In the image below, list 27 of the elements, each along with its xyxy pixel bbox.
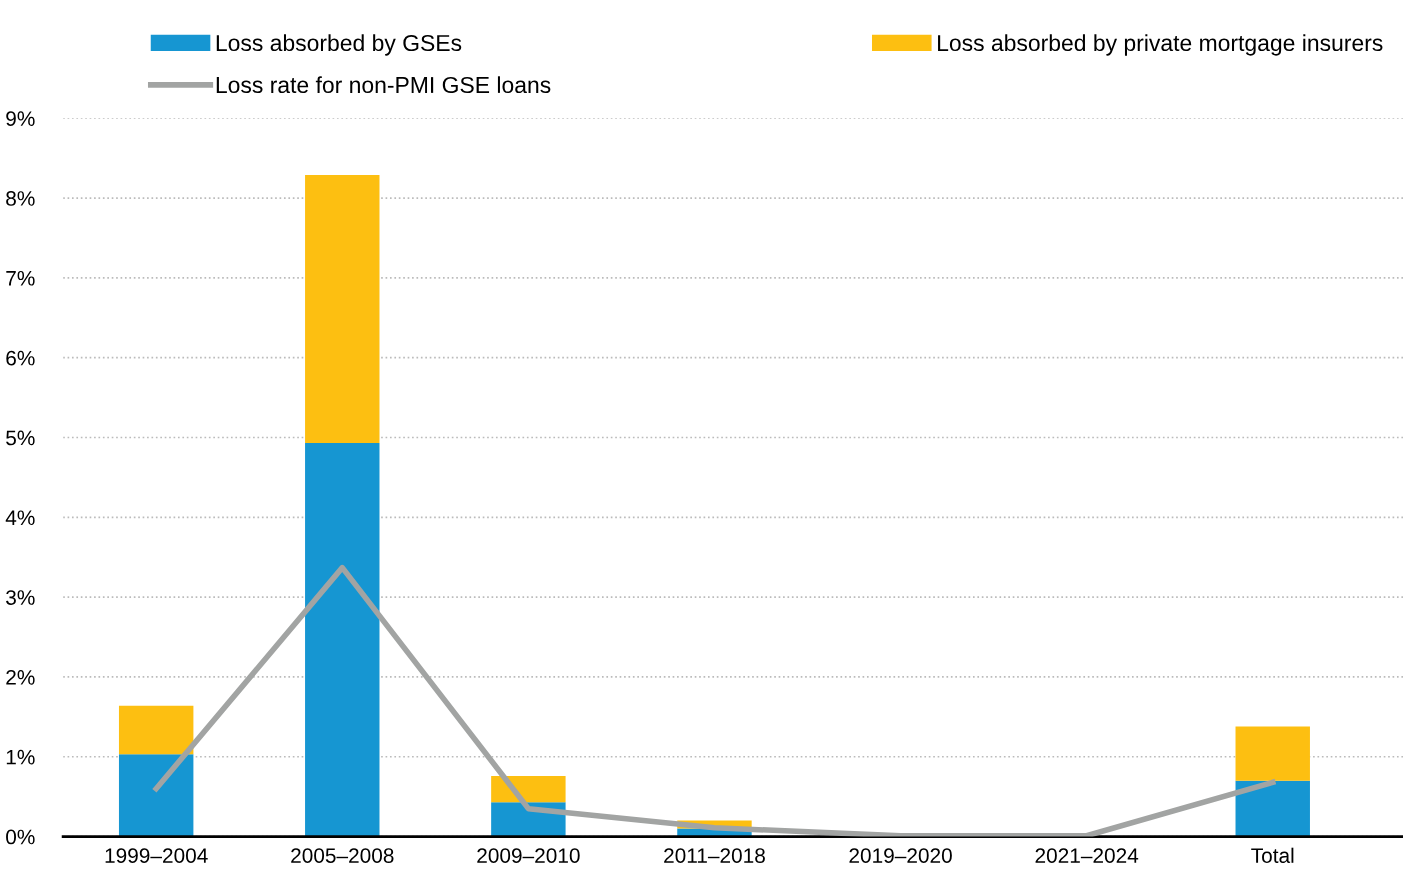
x-tick-label: Total	[1251, 847, 1294, 863]
bar	[305, 443, 380, 837]
x-tick-label: 2009–2010	[477, 848, 580, 863]
x-tick-label: 2011–2018	[664, 848, 765, 863]
x-tick-label: 1999–2004	[105, 848, 208, 863]
y-tick-label: 8%	[6, 191, 35, 206]
y-tick-label: 4%	[5, 510, 35, 525]
y-tick-label: 5%	[6, 430, 35, 446]
x-tick-label: 2005–2008	[291, 848, 394, 863]
bar	[305, 174, 380, 444]
y-tick-label: 9%	[6, 111, 35, 127]
y-tick-label: 7%	[6, 270, 35, 286]
legend-label: Loss absorbed by private mortgage insurers	[938, 34, 1383, 56]
bar	[118, 754, 194, 837]
y-tick-label: 0%	[6, 829, 35, 845]
legend-label: Loss rate for non-PMI GSE loans	[216, 76, 551, 94]
bar	[491, 775, 566, 803]
bar	[118, 705, 194, 755]
y-tick-label: 2%	[6, 669, 35, 685]
legend-label: Loss absorbed by GSEs	[216, 34, 462, 56]
bar	[1235, 726, 1310, 781]
x-tick-label: 2019–2020	[849, 848, 952, 863]
y-tick-label: 6%	[6, 350, 35, 366]
x-tick-label: 2021–2024	[1035, 848, 1139, 863]
bar	[1235, 780, 1310, 837]
y-tick-label: 3%	[6, 590, 35, 605]
y-tick-label: 1%	[6, 749, 35, 765]
